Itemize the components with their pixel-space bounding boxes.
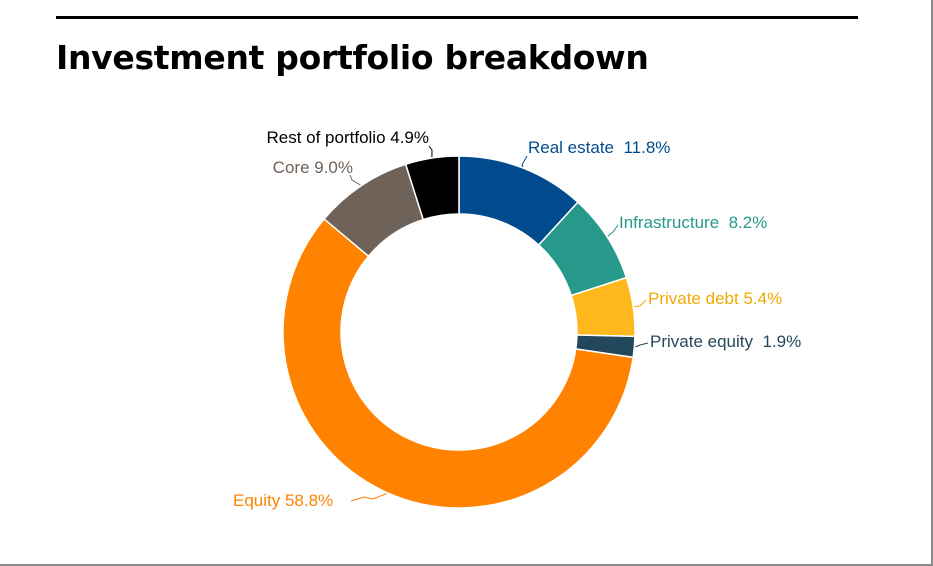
leader-line-private-debt	[634, 299, 647, 307]
leader-line-infrastructure	[607, 224, 619, 237]
slice-label-rest-of-portfolio: Rest of portfolio 4.9%	[266, 128, 429, 147]
slice-labels: Real estate 11.8% Infrastructure 8.2% Priv…	[233, 128, 801, 510]
leader-line-equity	[350, 493, 387, 502]
leader-lines	[349, 145, 649, 502]
slice-label-private-debt: Private debt 5.4%	[648, 289, 782, 308]
slice-label-real-estate: Real estate 11.8%	[528, 138, 670, 157]
slice-label-equity: Equity 58.8%	[233, 491, 333, 510]
chart-title: Investment portfolio breakdown	[56, 38, 649, 77]
slice-label-core: Core 9.0%	[273, 158, 353, 177]
leader-line-core	[349, 174, 361, 186]
leader-line-real-estate	[521, 155, 528, 168]
slice-equity	[282, 217, 635, 509]
leader-line-rest-of-portfolio	[428, 145, 433, 158]
slice-rest-of-portfolio	[404, 155, 460, 221]
donut-slices	[282, 155, 636, 509]
slice-label-private-equity: Private equity 1.9%	[650, 332, 801, 351]
title-rule	[56, 16, 858, 19]
leader-line-private-equity	[635, 342, 649, 348]
slice-label-infrastructure: Infrastructure 8.2%	[619, 213, 767, 232]
